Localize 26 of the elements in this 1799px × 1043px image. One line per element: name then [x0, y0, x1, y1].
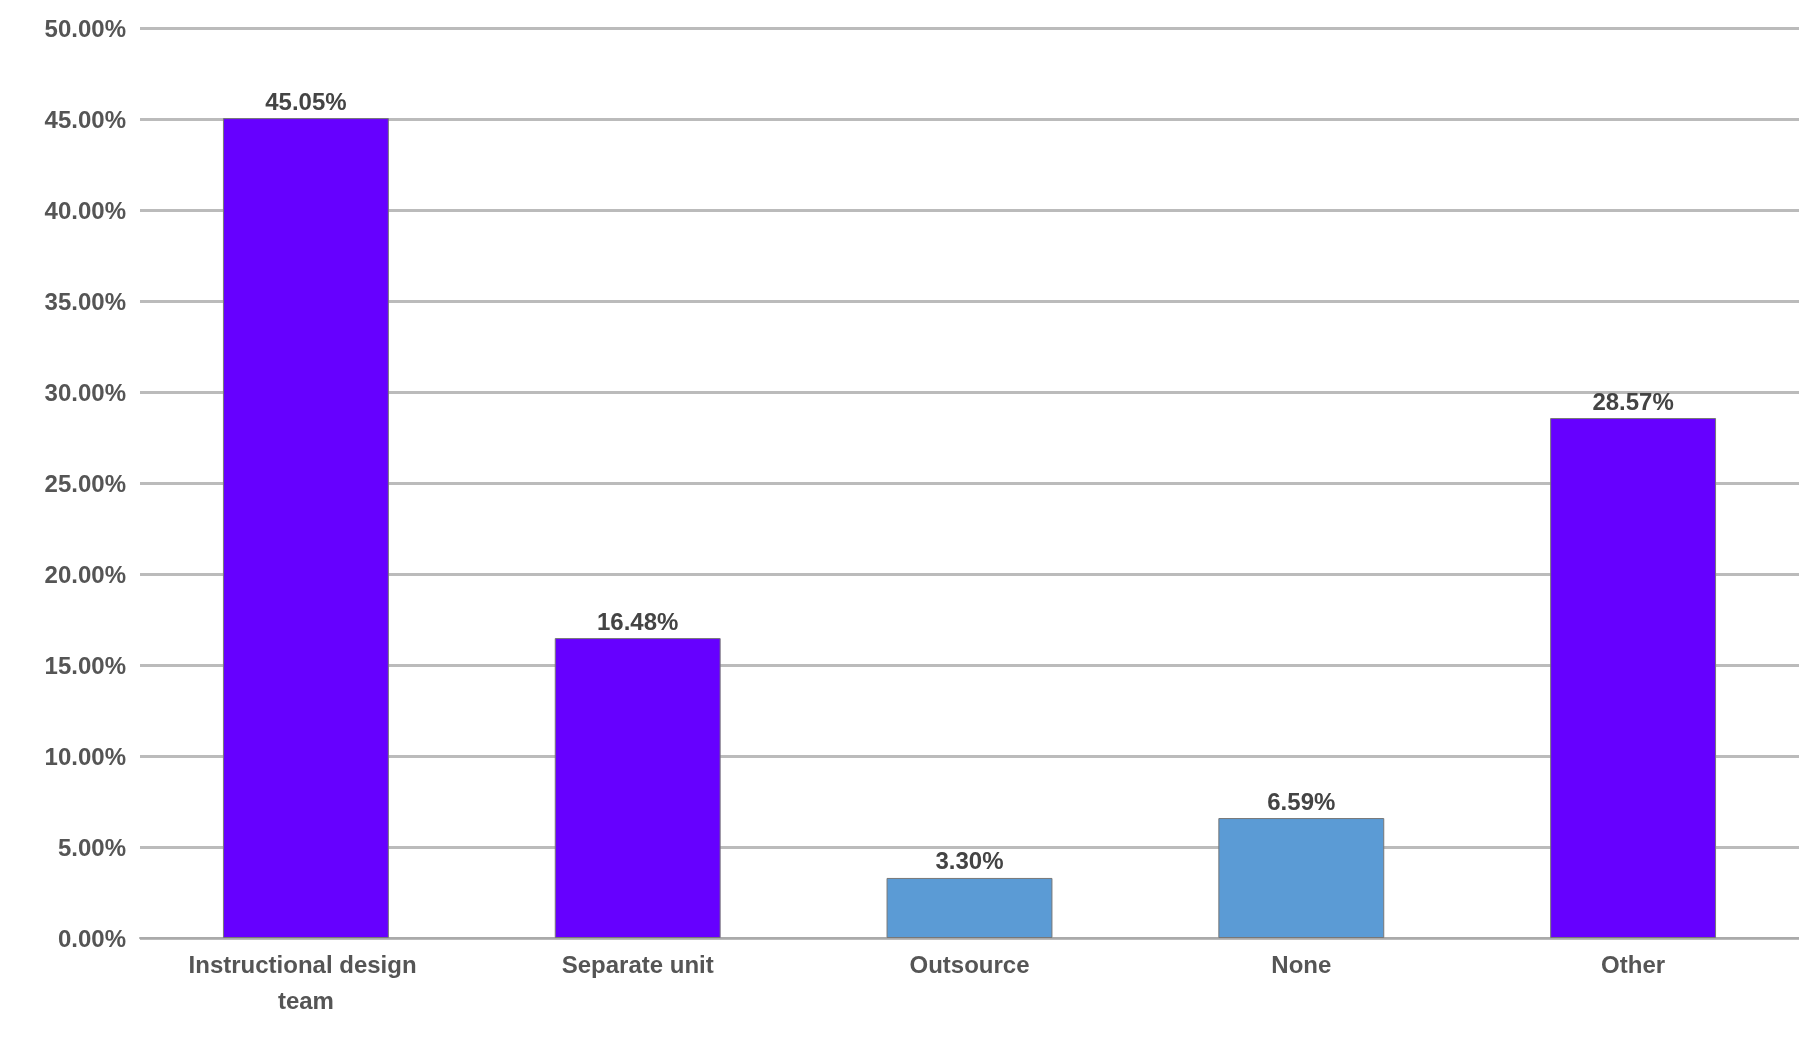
y-tick-label: 15.00% — [44, 651, 126, 679]
data-label: 45.05% — [265, 87, 347, 115]
x-tick-label: None — [1271, 950, 1332, 978]
data-label: 6.59% — [1267, 787, 1336, 815]
bar — [1218, 818, 1385, 938]
y-tick-label: 30.00% — [44, 378, 126, 406]
bar — [1550, 418, 1717, 938]
y-tick-label: 5.00% — [57, 833, 126, 861]
y-tick-label: 35.00% — [44, 287, 126, 315]
bar — [554, 638, 721, 938]
y-tick-label: 20.00% — [44, 560, 126, 588]
y-tick-label: 40.00% — [44, 196, 126, 224]
x-tick-label: Separate unit — [561, 950, 714, 978]
data-label: 16.48% — [597, 607, 679, 635]
y-tick-label: 10.00% — [44, 742, 126, 770]
x-tick-label: Outsource — [909, 950, 1030, 978]
y-tick-label: 45.00% — [44, 105, 126, 133]
data-label: 28.57% — [1592, 387, 1674, 415]
x-tick-label: Instructional design team — [188, 950, 424, 1014]
y-tick-label: 50.00% — [44, 14, 126, 42]
x-tick-label: Other — [1601, 950, 1666, 978]
y-tick-label: 0.00% — [57, 924, 126, 952]
y-tick-label: 25.00% — [44, 469, 126, 497]
bar — [222, 118, 389, 938]
data-label: 3.30% — [935, 847, 1004, 875]
bar — [886, 877, 1053, 938]
